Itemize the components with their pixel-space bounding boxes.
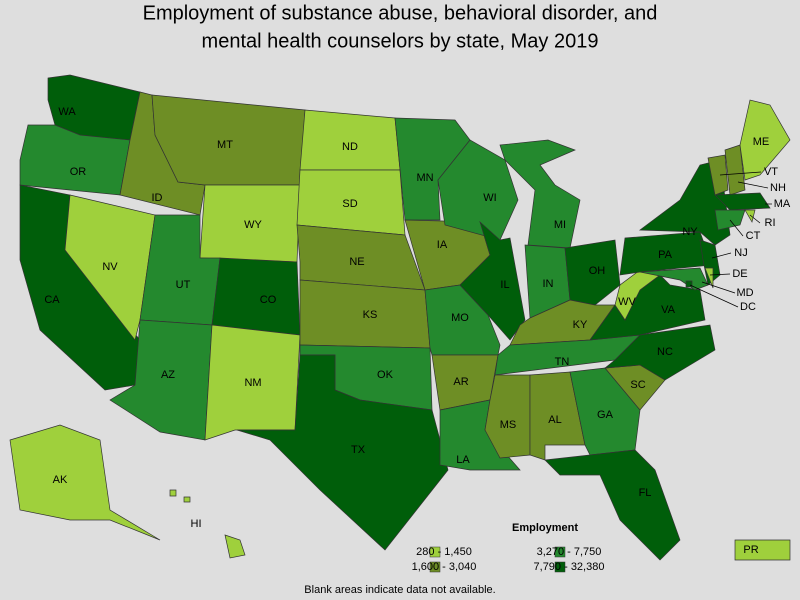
state <box>64 194 156 341</box>
legend-title: Employment <box>512 522 578 534</box>
state-label: CO <box>260 294 277 306</box>
state-label: MI <box>554 219 566 231</box>
state-label: SC <box>630 379 645 391</box>
state-label: MO <box>451 312 469 324</box>
leader-line <box>689 284 739 308</box>
state <box>739 99 791 181</box>
state-label: NV <box>102 261 118 273</box>
state-label: MA <box>774 198 791 210</box>
state-label: AR <box>453 376 468 388</box>
state <box>619 231 713 276</box>
state-label: VA <box>661 304 676 316</box>
state-label: RI <box>765 217 776 229</box>
state-label: AL <box>548 414 561 426</box>
leader-line <box>749 214 761 224</box>
leader-line <box>701 281 736 294</box>
legend: 280 - 1,450 1,600 - 3,040 3,270 - 7,750 7,7… <box>412 546 605 573</box>
state <box>544 449 681 561</box>
state-label: HI <box>191 518 202 530</box>
state-label: ME <box>753 136 770 148</box>
state-label: ID <box>152 192 163 204</box>
legend-label: 7,790 - 32,380 <box>534 561 605 573</box>
state <box>564 239 621 306</box>
state-label: OH <box>589 265 606 277</box>
state-label: NY <box>682 226 698 238</box>
state <box>437 139 519 241</box>
state <box>211 257 301 336</box>
state <box>714 192 771 211</box>
legend-swatch <box>429 546 441 558</box>
state <box>499 139 581 249</box>
state <box>704 267 714 289</box>
state-label: GA <box>597 409 614 421</box>
leader-line <box>709 273 731 276</box>
state <box>685 280 693 288</box>
state <box>236 354 449 551</box>
state-label: WA <box>58 106 76 118</box>
title-line: Employment of substance abuse, behaviora… <box>143 2 658 24</box>
legend-swatch <box>429 561 441 573</box>
state <box>699 239 721 286</box>
state-label: MT <box>217 139 233 151</box>
state <box>707 154 729 196</box>
state-label: MD <box>736 287 753 299</box>
note: Blank areas indicate data not available. <box>304 584 495 596</box>
state-label: NH <box>770 182 786 194</box>
legend-label: 3,270 - 7,750 <box>537 546 602 558</box>
state <box>603 324 716 381</box>
state <box>744 209 756 223</box>
legend-swatch <box>554 561 566 573</box>
leader-line <box>719 171 762 176</box>
state-label: NE <box>349 256 364 268</box>
state-label: UT <box>176 279 191 291</box>
state-label: NM <box>244 377 261 389</box>
title-line: mental health counselors by state, May 2… <box>202 30 599 52</box>
state-label: PR <box>743 544 758 556</box>
legend-label: 280 - 1,450 <box>416 546 472 558</box>
legend-swatch <box>554 546 566 558</box>
state-label: PA <box>658 249 673 261</box>
state <box>169 489 246 559</box>
state-label: IL <box>500 279 509 291</box>
state-labels: WA OR CA NV ID MT WY UT AZ CO NM ND SD NE KS OK TX MN IA MO… <box>44 106 791 556</box>
state-label: TN <box>555 356 570 368</box>
state-label: IA <box>437 239 448 251</box>
leader-line <box>711 252 732 259</box>
states <box>9 74 791 561</box>
state <box>9 424 161 541</box>
state-label: NC <box>657 346 673 358</box>
state-label: MN <box>416 172 433 184</box>
state-label: KY <box>573 319 588 331</box>
state-label: OR <box>70 166 87 178</box>
state-label: DC <box>740 301 756 313</box>
state-label: NJ <box>734 247 747 259</box>
state-label: FL <box>639 487 652 499</box>
leader-line <box>737 181 769 189</box>
state-label: DE <box>732 268 747 280</box>
state-label: OK <box>377 369 394 381</box>
state-label: TX <box>351 444 366 456</box>
state-label: AZ <box>161 369 175 381</box>
state-label: WV <box>618 296 636 308</box>
state-label: AK <box>53 474 68 486</box>
state-label: CA <box>44 294 60 306</box>
state-label: LA <box>456 454 470 466</box>
state <box>734 539 791 561</box>
state-label: WY <box>244 219 262 231</box>
state-label: SD <box>342 198 357 210</box>
state-label: MS <box>500 419 517 431</box>
state-label: KS <box>363 309 378 321</box>
legend-label: 1,600 - 3,040 <box>412 561 477 573</box>
leader-line <box>729 219 744 237</box>
state-label: VT <box>764 166 778 178</box>
state-label: ND <box>342 141 358 153</box>
state-label: WI <box>483 192 496 204</box>
state-label: IN <box>543 278 554 290</box>
state <box>459 220 526 341</box>
state-label: CT <box>746 230 761 242</box>
